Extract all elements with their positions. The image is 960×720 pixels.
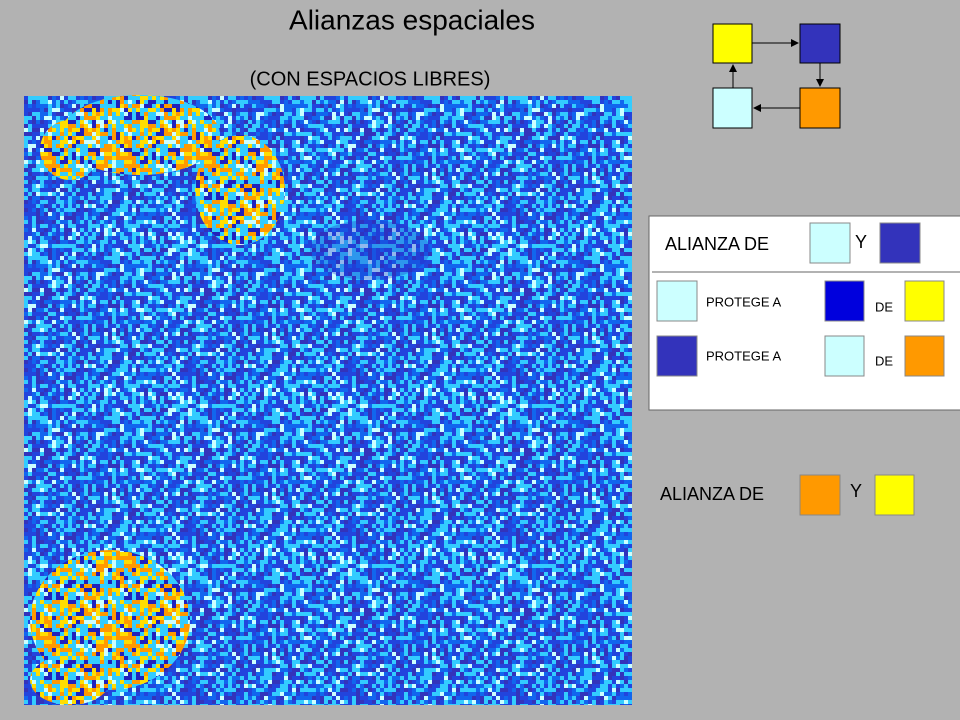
cycle-diagram xyxy=(712,23,841,129)
subtitle: (CON ESPACIOS LIBRES) xyxy=(250,68,491,90)
title: Alianzas espaciales xyxy=(289,4,535,35)
alliance-label: ALIANZA DE xyxy=(660,484,764,504)
protects-label: PROTEGE A xyxy=(706,294,781,309)
from-label: DE xyxy=(875,353,893,368)
protects-label: PROTEGE A xyxy=(706,348,781,363)
alliance-panel: ALIANZA DE Y PROTEGE A DE PROTEGE A DE xyxy=(648,215,960,411)
simulation-image xyxy=(24,95,632,705)
and-label: Y xyxy=(855,232,867,252)
from-label: DE xyxy=(875,299,893,314)
and-label: Y xyxy=(850,481,862,501)
alliance-label: ALIANZA DE xyxy=(665,234,769,254)
alliance-2: ALIANZA DE Y xyxy=(660,474,915,516)
